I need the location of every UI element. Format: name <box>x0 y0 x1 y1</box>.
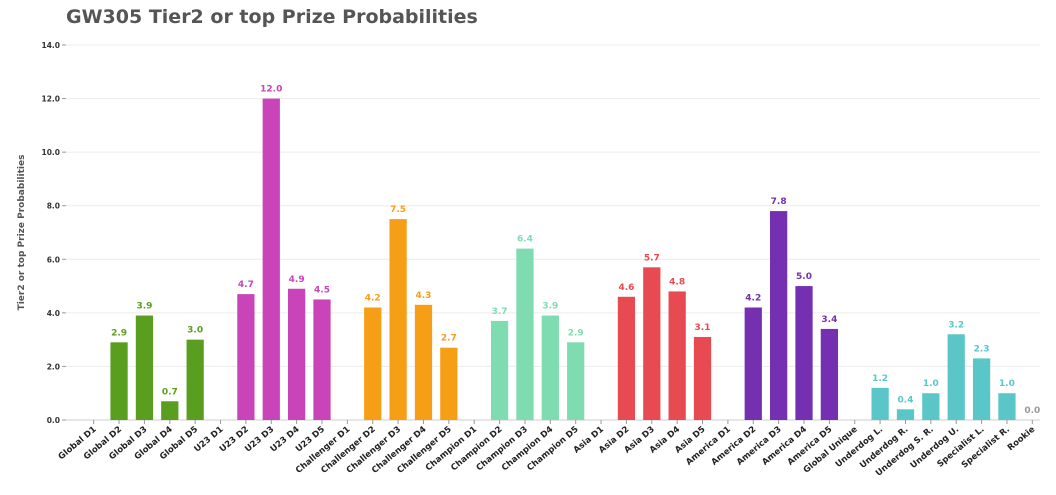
bar <box>516 248 534 420</box>
data-label: 5.0 <box>796 272 812 282</box>
data-label: 3.2 <box>948 320 964 330</box>
data-label: 0.4 <box>897 395 913 405</box>
data-label: 3.7 <box>492 307 508 317</box>
data-label: 0.0 <box>1024 406 1040 416</box>
data-label: 2.9 <box>568 328 584 338</box>
bar <box>161 401 179 420</box>
bar <box>922 393 940 420</box>
data-label: 4.3 <box>415 291 431 301</box>
data-label: 1.2 <box>872 374 888 384</box>
data-label: 2.7 <box>441 334 457 344</box>
x-tick-label: Rookie <box>1006 424 1038 453</box>
bar <box>313 299 331 420</box>
data-label: 5.7 <box>644 253 660 263</box>
bar <box>490 320 509 420</box>
data-label: 3.9 <box>136 302 152 312</box>
y-tick-label: 4.0 <box>47 309 60 318</box>
bar <box>262 98 280 421</box>
data-label: 2.9 <box>111 328 127 338</box>
data-label: 7.8 <box>771 197 787 207</box>
bar <box>871 387 889 420</box>
bar <box>795 286 813 420</box>
y-tick-label: 0.0 <box>47 416 60 425</box>
y-tick-label: 10.0 <box>41 148 60 157</box>
bar <box>972 358 991 420</box>
y-tick-label: 8.0 <box>47 202 60 211</box>
data-label: 4.2 <box>745 294 761 304</box>
bar <box>541 315 559 420</box>
y-tick-label: 2.0 <box>47 362 60 371</box>
bar <box>135 315 154 420</box>
data-label: 4.9 <box>289 275 305 285</box>
y-tick-label: 12.0 <box>41 95 60 104</box>
data-label: 4.2 <box>365 294 381 304</box>
chart-title: GW305 Tier2 or top Prize Probabilities <box>66 6 478 28</box>
bar <box>110 342 128 420</box>
bar <box>389 219 407 420</box>
data-label: 1.0 <box>923 379 939 389</box>
data-label: 2.3 <box>974 344 990 354</box>
bar <box>288 288 306 420</box>
bar <box>668 291 686 420</box>
bar <box>440 347 458 420</box>
bar <box>567 342 585 420</box>
bar <box>186 339 204 420</box>
bar <box>998 393 1016 420</box>
bar <box>643 267 661 420</box>
bar <box>693 336 712 420</box>
bar <box>770 211 788 420</box>
data-label: 7.5 <box>390 205 406 215</box>
data-label: 4.7 <box>238 280 254 290</box>
bar <box>364 307 382 420</box>
data-label: 0.7 <box>162 387 178 397</box>
bar <box>414 304 433 420</box>
y-axis-label: Tier2 or top Prize Probabilities <box>17 155 27 311</box>
data-label: 3.1 <box>695 323 711 333</box>
bar <box>744 307 762 420</box>
bar <box>896 409 915 420</box>
data-label: 3.0 <box>187 326 203 336</box>
data-label: 6.4 <box>517 235 533 245</box>
y-tick-label: 6.0 <box>47 255 60 264</box>
y-tick-label: 14.0 <box>41 41 60 50</box>
bar <box>617 296 636 420</box>
data-label: 3.4 <box>821 315 837 325</box>
bar <box>820 328 838 420</box>
bar <box>237 294 255 420</box>
data-label: 4.8 <box>669 277 685 287</box>
data-label: 1.0 <box>999 379 1015 389</box>
data-label: 4.6 <box>618 283 634 293</box>
data-label: 4.5 <box>314 285 330 295</box>
bar <box>947 334 965 420</box>
data-label: 3.9 <box>542 302 558 312</box>
data-label: 12.0 <box>260 85 282 95</box>
